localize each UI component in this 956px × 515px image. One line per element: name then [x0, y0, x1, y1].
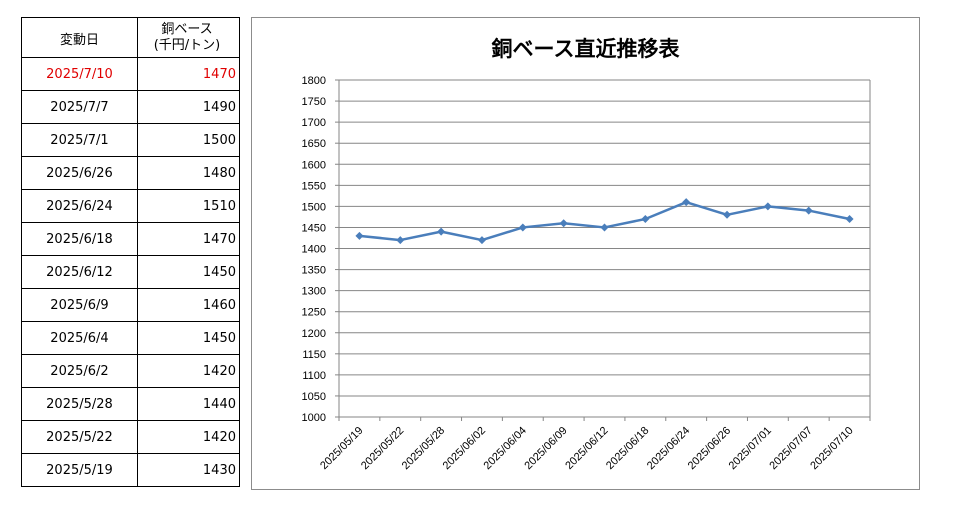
table-row: 2025/5/28 1440	[21, 387, 240, 421]
data-point	[355, 231, 364, 240]
data-point	[723, 210, 732, 219]
row-price: 1430	[137, 453, 240, 487]
row-date: 2025/6/26	[21, 156, 138, 190]
row-price: 1470	[137, 222, 240, 256]
x-tick-label: 2025/06/18	[604, 425, 651, 472]
x-tick-label: 2025/07/01	[727, 425, 774, 472]
data-point	[559, 219, 568, 228]
row-date: 2025/6/24	[21, 189, 138, 223]
y-tick-label: 1800	[302, 75, 326, 87]
row-date: 2025/6/4	[21, 321, 138, 355]
row-price: 1420	[137, 354, 240, 388]
y-tick-label: 1100	[302, 370, 326, 382]
chart-title: 銅ベース直近推移表	[491, 37, 680, 61]
y-tick-label: 1050	[302, 391, 326, 403]
row-date: 2025/7/10	[21, 57, 138, 91]
x-tick-label: 2025/06/12	[563, 425, 610, 472]
row-price: 1480	[137, 156, 240, 190]
data-point	[396, 236, 405, 245]
x-tick-label: 2025/05/22	[359, 425, 406, 472]
y-tick-label: 1350	[302, 265, 326, 277]
data-point	[477, 236, 486, 245]
y-tick-label: 1000	[302, 412, 326, 424]
table-row: 2025/6/9 1460	[21, 288, 240, 322]
row-price: 1490	[137, 90, 240, 124]
table-row: 2025/6/18 1470	[21, 222, 240, 256]
y-tick-label: 1600	[302, 159, 326, 171]
x-tick-label: 2025/06/09	[522, 425, 569, 472]
date-column-header: 変動日	[21, 17, 138, 58]
row-date: 2025/6/12	[21, 255, 138, 289]
table-row: 2025/6/26 1480	[21, 156, 240, 190]
x-tick-label: 2025/06/02	[441, 425, 488, 472]
x-tick-label: 2025/06/26	[686, 425, 733, 472]
row-date: 2025/6/2	[21, 354, 138, 388]
y-tick-label: 1500	[302, 201, 326, 213]
y-tick-label: 1400	[302, 244, 326, 256]
y-tick-label: 1750	[302, 96, 326, 108]
data-point	[518, 223, 527, 232]
table-row: 2025/6/24 1510	[21, 189, 240, 223]
table-row: 2025/5/22 1420	[21, 420, 240, 454]
row-price: 1470	[137, 57, 240, 91]
data-point	[641, 215, 650, 224]
price-column-header: 銅ベース (千円/トン)	[137, 17, 240, 58]
y-tick-label: 1550	[302, 180, 326, 192]
y-tick-label: 1250	[302, 307, 326, 319]
x-tick-label: 2025/05/19	[318, 425, 365, 472]
x-tick-label: 2025/06/24	[645, 425, 692, 472]
chart-container: 銅ベース直近推移表 1000 1050 1100 1150 1200 1250 1300 13…	[251, 17, 920, 490]
table-row: 2025/6/4 1450	[21, 321, 240, 355]
table-row: 2025/6/2 1420	[21, 354, 240, 388]
y-tick-label: 1150	[302, 349, 326, 361]
row-price: 1510	[137, 189, 240, 223]
table-row: 2025/7/10 1470	[21, 57, 240, 91]
row-price: 1450	[137, 321, 240, 355]
table-row: 2025/7/1 1500	[21, 123, 240, 157]
row-price: 1420	[137, 420, 240, 454]
data-point	[845, 215, 854, 224]
data-point	[804, 206, 813, 215]
data-point	[437, 227, 446, 236]
y-tick-label: 1200	[302, 328, 326, 340]
row-date: 2025/5/19	[21, 453, 138, 487]
price-header-line1: 銅ベース	[161, 21, 213, 37]
x-tick-label: 2025/06/04	[482, 425, 529, 472]
row-date: 2025/7/1	[21, 123, 138, 157]
row-date: 2025/6/18	[21, 222, 138, 256]
table-row: 2025/6/12 1450	[21, 255, 240, 289]
y-tick-label: 1650	[302, 138, 326, 150]
price-history-table: 変動日 銅ベース (千円/トン) 2025/7/10 1470 2025/7/7 14…	[21, 17, 240, 487]
series-line	[359, 200, 850, 242]
row-price: 1500	[137, 123, 240, 157]
table-header-row: 変動日 銅ベース (千円/トン)	[21, 17, 240, 58]
table-row: 2025/7/7 1490	[21, 90, 240, 124]
price-header-line2: (千円/トン)	[153, 37, 221, 53]
data-point	[682, 198, 691, 207]
row-date: 2025/7/7	[21, 90, 138, 124]
x-tick-label: 2025/07/07	[767, 425, 814, 472]
row-price: 1450	[137, 255, 240, 289]
data-point	[763, 202, 772, 211]
row-price: 1440	[137, 387, 240, 421]
x-tick-label: 2025/05/28	[400, 425, 447, 472]
line-chart: 1000 1050 1100 1150 1200 1250 1300 1350 1400 1450…	[302, 75, 871, 472]
table-row: 2025/5/19 1430	[21, 453, 240, 487]
row-price: 1460	[137, 288, 240, 322]
row-date: 2025/5/22	[21, 420, 138, 454]
table-body: 2025/7/10 1470 2025/7/7 1490 2025/7/1 1500 202…	[21, 57, 240, 487]
y-tick-label: 1300	[302, 286, 326, 298]
y-tick-label: 1700	[302, 117, 326, 129]
y-tick-label: 1450	[302, 222, 326, 234]
row-date: 2025/6/9	[21, 288, 138, 322]
data-point	[600, 223, 609, 232]
x-tick-label: 2025/07/10	[808, 425, 855, 472]
row-date: 2025/5/28	[21, 387, 138, 421]
